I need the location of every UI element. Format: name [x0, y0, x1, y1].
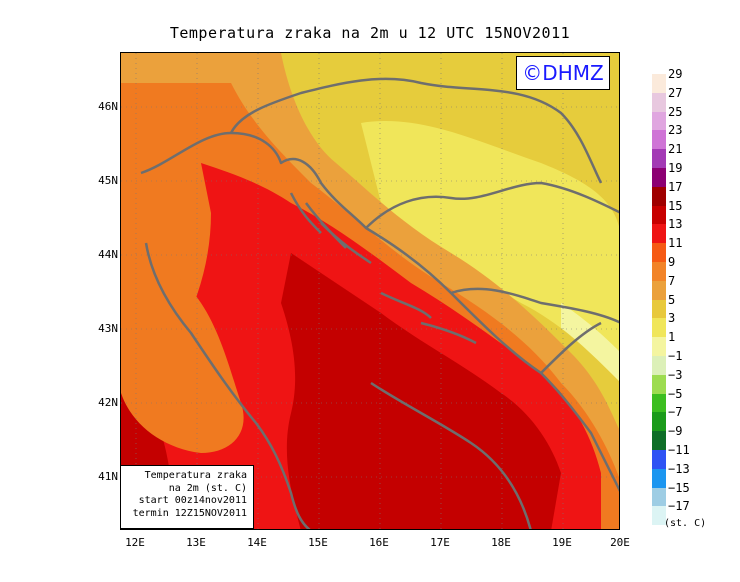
legend-swatch	[652, 186, 666, 206]
coastlines	[140, 77, 619, 529]
legend-label: 13	[668, 217, 683, 232]
legend-swatch	[652, 318, 666, 338]
legend-label: −9	[668, 424, 683, 439]
map-title: Temperatura zraka na 2m u 12 UTC 15NOV20…	[169, 24, 571, 42]
legend-label: −17	[668, 499, 690, 514]
legend-label: 17	[668, 179, 683, 194]
info-line-3: start 00z14nov2011	[138, 495, 247, 506]
lon-label-17: 17E	[430, 536, 450, 549]
legend-swatch	[652, 168, 666, 187]
legend-label: 21	[668, 142, 683, 157]
legend-swatch	[652, 205, 666, 225]
italy-peninsula	[121, 260, 244, 453]
legend-label: −1	[668, 349, 683, 363]
legend-swatch	[652, 130, 666, 150]
legend-swatch	[652, 431, 666, 450]
legend-label: −5	[668, 386, 683, 401]
lon-label-15: 15E	[308, 536, 328, 549]
legend-label: 19	[668, 161, 683, 175]
lon-label-19: 19E	[552, 536, 572, 549]
lon-label-16: 16E	[369, 536, 389, 549]
legend-swatch	[652, 280, 666, 300]
legend-label: −15	[668, 480, 690, 495]
legend-label: 5	[668, 292, 676, 307]
legend-swatch	[652, 262, 666, 281]
legend-swatch	[652, 506, 666, 526]
info-line-2: na 2m (st. C)	[168, 482, 247, 494]
legend-swatch	[652, 393, 666, 413]
legend-label: 11	[668, 236, 683, 251]
lat-label-43: 43N	[98, 322, 118, 335]
legend-swatch	[652, 356, 666, 375]
legend-swatch	[652, 243, 666, 262]
legend-swatch	[652, 299, 666, 319]
legend-label: −7	[668, 405, 683, 420]
legend-swatch	[652, 468, 666, 488]
legend-swatch	[652, 412, 666, 432]
legend-swatch	[652, 74, 666, 93]
temperature-map	[120, 52, 620, 530]
legend-swatch	[652, 224, 666, 244]
lat-label-41: 41N	[98, 470, 118, 483]
legend-swatch	[652, 149, 666, 168]
legend-label: −3	[668, 367, 683, 382]
legend-label: 27	[668, 85, 683, 100]
legend-label: 3	[668, 311, 676, 326]
legend-label: 1	[668, 330, 676, 345]
lon-label-12: 12E	[125, 536, 145, 549]
info-box: Temperatura zraka na 2m (st. C) start 00…	[120, 465, 254, 529]
map-canvas	[121, 53, 619, 529]
legend-swatch	[652, 92, 666, 112]
graticule	[121, 53, 619, 529]
info-line-4: termin 12Z15NOV2011	[132, 507, 247, 519]
legend-label: 7	[668, 273, 676, 288]
legend-swatch	[652, 111, 666, 131]
lon-label-18: 18E	[491, 536, 511, 549]
lat-label-42: 42N	[98, 396, 118, 409]
legend-label: 25	[668, 104, 683, 119]
legend-unit: (st. C)	[664, 518, 707, 529]
lat-label-46: 46N	[98, 100, 118, 113]
legend-swatch	[652, 374, 666, 394]
legend-label: 15	[668, 198, 683, 213]
lat-label-44: 44N	[98, 248, 118, 261]
legend-swatch	[652, 487, 666, 507]
legend-label: 23	[668, 123, 683, 138]
lon-label-20: 20E	[610, 536, 630, 549]
legend-swatch	[652, 450, 666, 469]
lon-label-13: 13E	[186, 536, 206, 549]
lon-label-14: 14E	[247, 536, 267, 549]
legend-swatch	[652, 337, 666, 356]
legend-label: −13	[668, 461, 690, 476]
land-pale-patch	[561, 303, 619, 382]
legend-label: 29	[668, 67, 683, 81]
lat-label-45: 45N	[98, 174, 118, 187]
legend-label: 9	[668, 255, 676, 269]
legend-label: −11	[668, 443, 690, 457]
info-line-1: Temperatura zraka	[144, 470, 247, 481]
dhmz-logo: ©DHMZ	[516, 56, 610, 90]
